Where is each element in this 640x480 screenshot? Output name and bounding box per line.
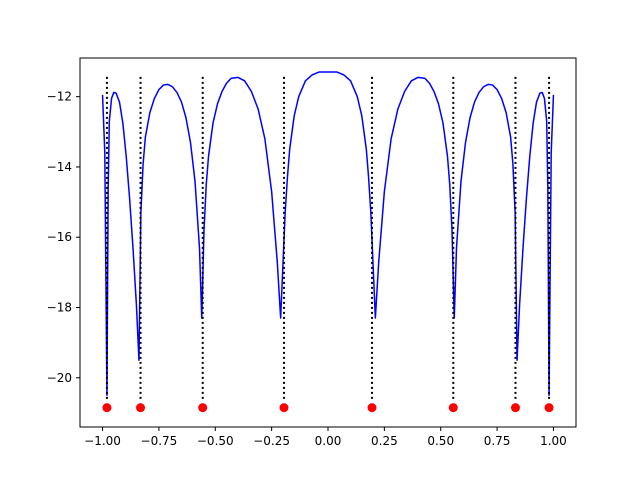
axes: −1.00 −0.75 −0.50 −0.25 0.00 0.25 0.50 0.75 1.00… xyxy=(47,57,577,448)
axes-frame xyxy=(79,57,577,428)
y-tick-label-0: −20 xyxy=(47,371,72,385)
x-tick-label-4: 0.00 xyxy=(315,434,342,448)
red-marker-2 xyxy=(198,403,208,413)
x-tick-label-0: −1.00 xyxy=(84,434,121,448)
y-tick-label-3: −14 xyxy=(47,160,72,174)
x-tick-label-7: 0.75 xyxy=(484,434,511,448)
red-marker-6 xyxy=(510,403,520,413)
x-tick-label-2: −0.50 xyxy=(197,434,234,448)
plot-area xyxy=(101,71,555,413)
x-tick-label-3: −0.25 xyxy=(253,434,290,448)
red-marker-1 xyxy=(136,403,146,413)
x-tick-label-6: 0.50 xyxy=(427,434,454,448)
red-marker-0 xyxy=(102,403,112,413)
x-tick-label-8: 1.00 xyxy=(540,434,567,448)
red-marker-4 xyxy=(367,403,377,413)
red-marker-3 xyxy=(279,403,289,413)
y-tick-label-4: −12 xyxy=(47,90,72,104)
series-line xyxy=(101,71,555,397)
y-tick-label-1: −18 xyxy=(47,301,72,315)
y-tick-label-2: −16 xyxy=(47,230,72,244)
red-marker-7 xyxy=(544,403,554,413)
x-tick-label-1: −0.75 xyxy=(141,434,178,448)
red-marker-5 xyxy=(448,403,458,413)
x-tick-label-5: 0.25 xyxy=(371,434,398,448)
